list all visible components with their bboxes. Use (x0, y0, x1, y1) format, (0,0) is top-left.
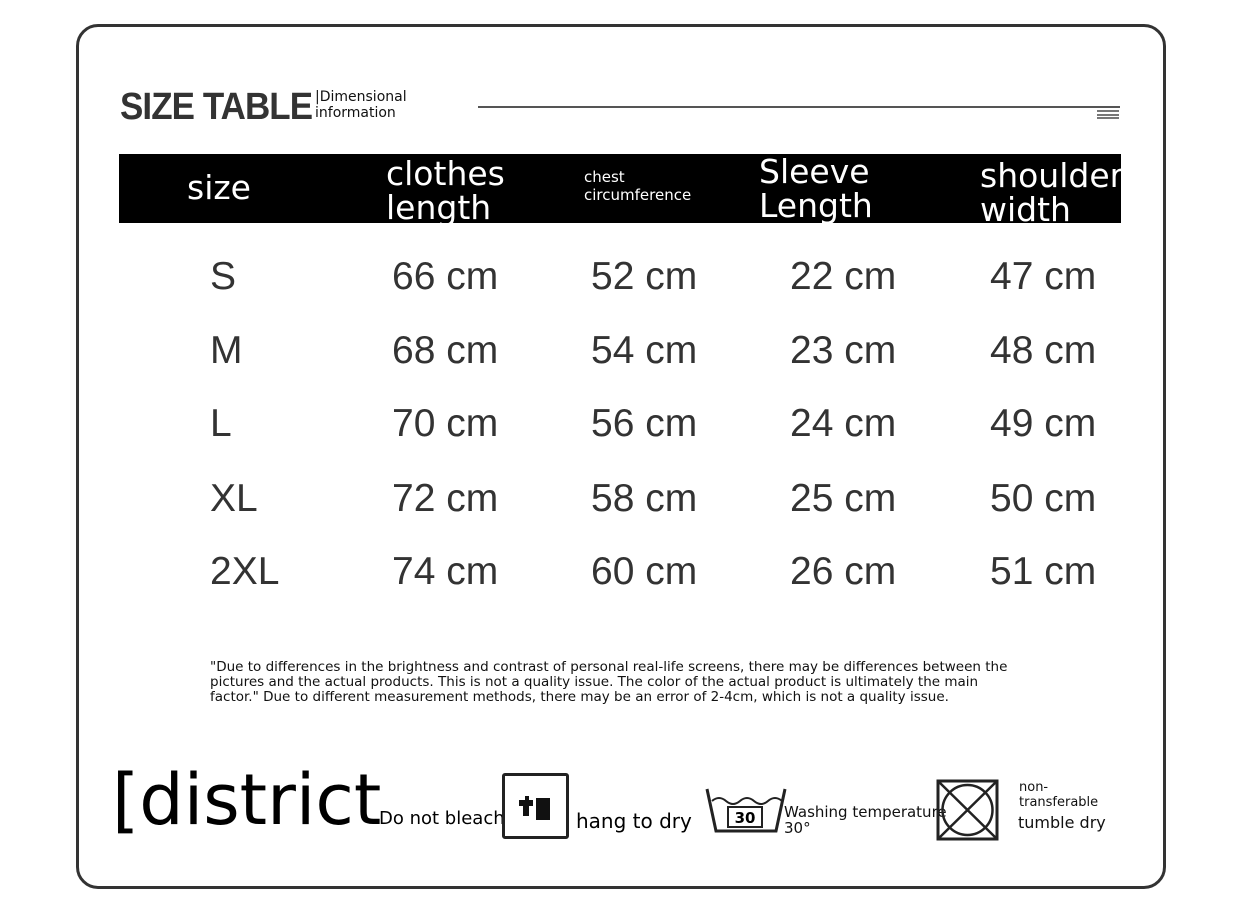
subtitle: |Dimensional information (315, 89, 407, 121)
measurement-cell: 60 cm (591, 550, 698, 593)
header-sleeve-length: Sleeve Length (759, 152, 873, 225)
size-cell: XL (210, 477, 258, 520)
table-header: size clothes length chest circumference Sl… (119, 152, 1123, 227)
size-cell: M (210, 329, 243, 372)
no-bleach-label: Do not bleach (379, 808, 505, 829)
measurement-cell: 72 cm (392, 477, 499, 520)
measurement-cell: 22 cm (790, 255, 897, 298)
measurement-cell: 68 cm (392, 329, 499, 372)
svg-text:30: 30 (735, 809, 756, 827)
size-cell: S (210, 255, 237, 298)
disclaimer-note: "Due to differences in the brightness an… (210, 659, 1008, 705)
header-shoulder-width: shoulder width (980, 156, 1124, 229)
size-chart-card (76, 24, 1166, 889)
measurement-cell: 66 cm (392, 255, 499, 298)
header-clothes-length: clothes length (386, 154, 505, 227)
tumble-label-top: non-transferable (1019, 780, 1099, 810)
title-divider (478, 106, 1120, 108)
measurement-cell: 48 cm (990, 329, 1097, 372)
size-cell: 2XL (210, 550, 280, 593)
measurement-cell: 25 cm (790, 477, 897, 520)
measurement-cell: 23 cm (790, 329, 897, 372)
hang-dry-label: hang to dry (576, 809, 692, 833)
subtitle-line1: Dimensional (319, 89, 407, 105)
no-tumble-dry-icon (936, 779, 999, 841)
wash-30-icon: 30 (705, 788, 787, 833)
measurement-cell: 49 cm (990, 402, 1097, 445)
header-size: size (187, 168, 251, 207)
measurement-cell: 50 cm (990, 477, 1097, 520)
measurement-cell: 52 cm (591, 255, 698, 298)
size-cell: L (210, 402, 232, 445)
measurement-cell: 26 cm (790, 550, 897, 593)
measurement-cell: 47 cm (990, 255, 1097, 298)
header-chest-circumference: chest circumference (584, 168, 692, 204)
measurement-cell: 24 cm (790, 402, 897, 445)
menu-lines-icon (1097, 110, 1119, 119)
measurement-cell: 74 cm (392, 550, 499, 593)
measurement-cell: 58 cm (591, 477, 698, 520)
wash-temp-label: Washing temperature 30° (784, 803, 947, 837)
tumble-dry-label: tumble dry (1018, 813, 1106, 832)
page-title: SIZE TABLE (120, 86, 313, 128)
measurement-cell: 51 cm (990, 550, 1097, 593)
measurement-cell: 54 cm (591, 329, 698, 372)
hang-dry-icon (502, 773, 569, 839)
measurement-cell: 56 cm (591, 402, 698, 445)
district-label: [district (112, 759, 382, 841)
measurement-cell: 70 cm (392, 402, 499, 445)
subtitle-line2: information (315, 105, 396, 121)
